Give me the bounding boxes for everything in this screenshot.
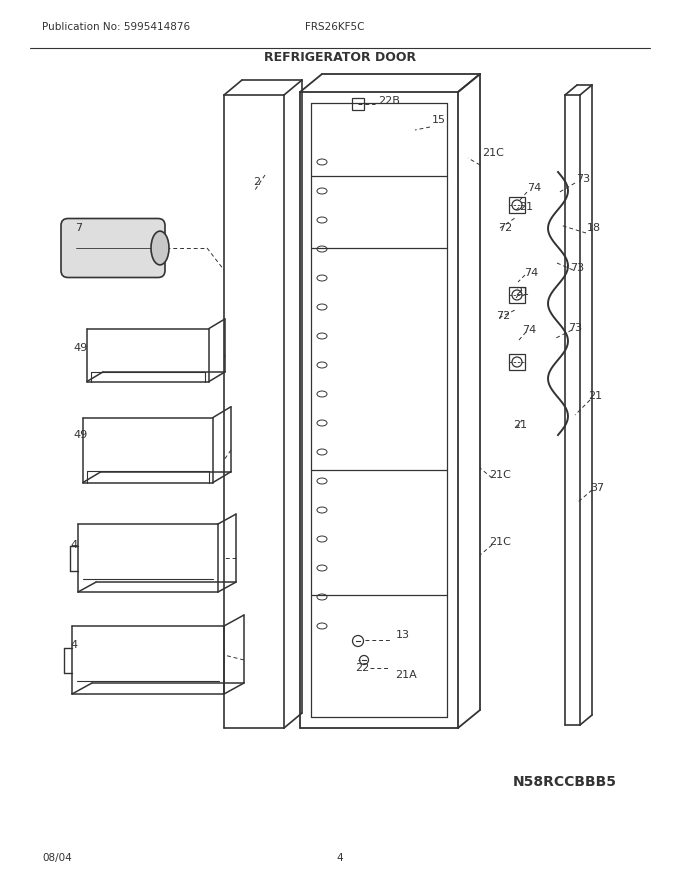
Text: 72: 72 [496,311,510,321]
Text: FRS26KF5C: FRS26KF5C [305,22,364,32]
Text: 49: 49 [73,430,87,440]
Text: 21C: 21C [489,470,511,480]
FancyBboxPatch shape [61,218,165,277]
Text: 4: 4 [70,540,77,550]
Text: N58RCCBBB5: N58RCCBBB5 [513,775,617,789]
Bar [352,98,364,110]
Text: 74: 74 [522,325,537,335]
Text: 73: 73 [568,323,582,333]
Text: 22: 22 [355,663,369,673]
Text: 7: 7 [75,223,82,233]
Text: Publication No: 5995414876: Publication No: 5995414876 [42,22,190,32]
Text: 21: 21 [519,202,533,212]
Text: 2: 2 [253,177,260,187]
Text: 73: 73 [576,174,590,184]
Text: 13: 13 [396,630,410,640]
Text: 49: 49 [73,343,87,353]
Bar [509,287,525,303]
Text: 4: 4 [70,640,77,650]
Text: 22B: 22B [378,96,400,106]
Text: 21C: 21C [489,537,511,547]
Text: 37: 37 [590,483,604,493]
Text: 21: 21 [515,287,529,297]
Bar [509,197,525,213]
Text: 21: 21 [588,391,602,401]
Text: 4: 4 [337,853,343,863]
Ellipse shape [151,231,169,265]
Text: 08/04: 08/04 [42,853,72,863]
Text: 18: 18 [587,223,601,233]
Text: 21C: 21C [482,148,504,158]
Text: 15: 15 [432,115,446,125]
Text: 74: 74 [524,268,539,278]
Text: REFRIGERATOR DOOR: REFRIGERATOR DOOR [264,50,416,63]
Text: 21A: 21A [395,670,417,680]
Text: 73: 73 [570,263,584,273]
Bar [509,354,525,370]
Text: 72: 72 [498,223,512,233]
Text: 74: 74 [527,183,541,193]
Text: 21: 21 [513,420,527,430]
